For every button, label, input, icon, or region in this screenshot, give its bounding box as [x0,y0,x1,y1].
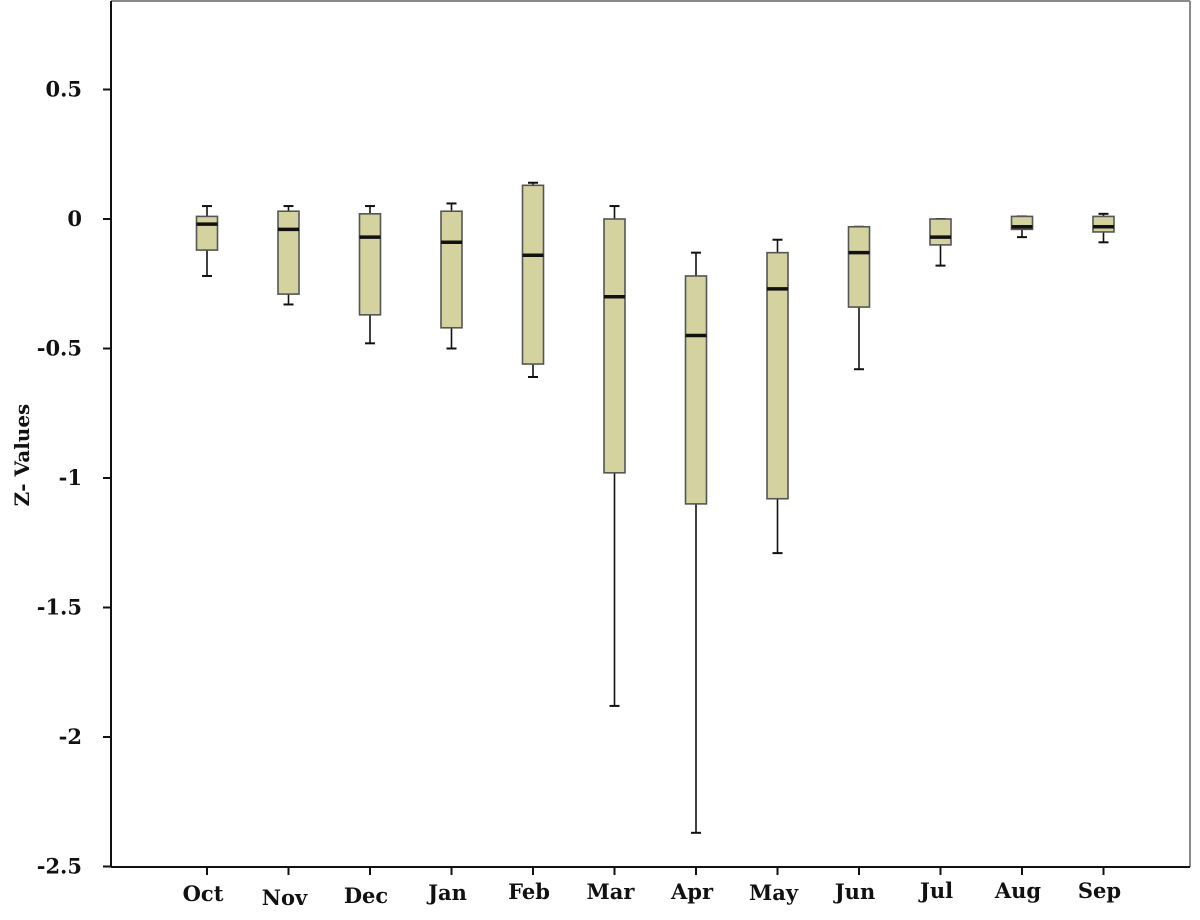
y-tick-label: 0.5 [45,77,82,102]
x-tick-label: Aug [994,878,1042,903]
box-jul [929,218,952,267]
box-dec [358,205,382,345]
box-series [195,181,1115,834]
iqr-box [358,213,382,316]
x-tick-label: Nov [262,885,308,910]
box-mar [603,205,626,707]
box-aug [1010,215,1034,239]
y-tick-label: 0 [67,206,82,231]
box-jun [847,225,871,371]
y-axis-ticks: 0.5 0 -0.5 -1 -1.5 -2 -2.5 [37,77,111,879]
iqr-box [195,215,219,251]
y-tick-label: -2 [59,724,82,749]
y-tick-label: -1 [59,465,82,490]
y-axis-title: Z- Values [10,404,34,507]
iqr-box [277,210,300,295]
y-tick-label: -0.5 [37,336,82,361]
box-nov [277,205,300,306]
box-sep [1092,212,1115,244]
y-tick-label: -1.5 [37,595,82,620]
box-jan [440,202,463,350]
y-tick-label: -2.5 [37,854,82,879]
x-tick-label: Mar [587,879,636,904]
x-tick-label: Dec [344,883,388,908]
x-tick-label: Jul [918,878,953,903]
x-tick-label: Sep [1078,878,1121,903]
x-tick-label: Apr [670,879,714,904]
x-axis-ticks: Oct Nov Dec Jan Feb Mar Apr May Jun Jul Aug Sep [183,867,1121,910]
box-feb [521,181,545,378]
x-tick-label: Jun [833,879,875,904]
box-apr [684,251,708,834]
iqr-box [766,251,789,500]
x-tick-label: Jan [426,880,467,905]
iqr-box [929,218,952,246]
iqr-box [847,225,871,308]
x-tick-label: Feb [508,879,550,904]
iqr-box [684,275,708,505]
iqr-box [521,184,545,365]
iqr-box [440,210,463,329]
iqr-box [1092,215,1115,233]
x-tick-label: May [749,880,799,905]
box-oct [195,205,219,277]
x-tick-label: Oct [183,881,224,906]
plot-frame [110,0,1191,868]
box-may [766,238,789,555]
iqr-box [603,218,626,474]
